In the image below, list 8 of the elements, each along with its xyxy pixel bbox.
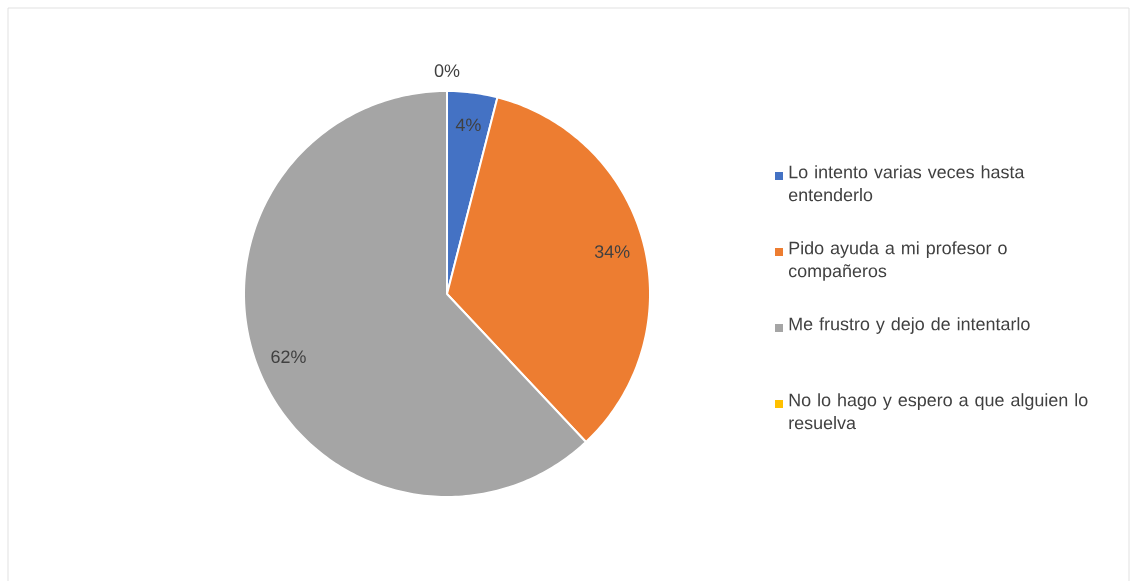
data-label: 34% <box>594 245 630 258</box>
data-label: 62% <box>271 350 306 364</box>
data-label: 4% <box>455 118 481 132</box>
text: 0% <box>434 64 460 78</box>
legend-label: No lo hago y espero a que alguien lo resuelva <box>789 393 1088 430</box>
legend-label: Me frustro y dejo de intentarlo <box>789 317 1030 334</box>
legend-label: Lo intento varias veces hasta entenderlo <box>788 165 1025 202</box>
legend-label: Pido ayuda a mi profesor o compañeros <box>788 241 1007 281</box>
